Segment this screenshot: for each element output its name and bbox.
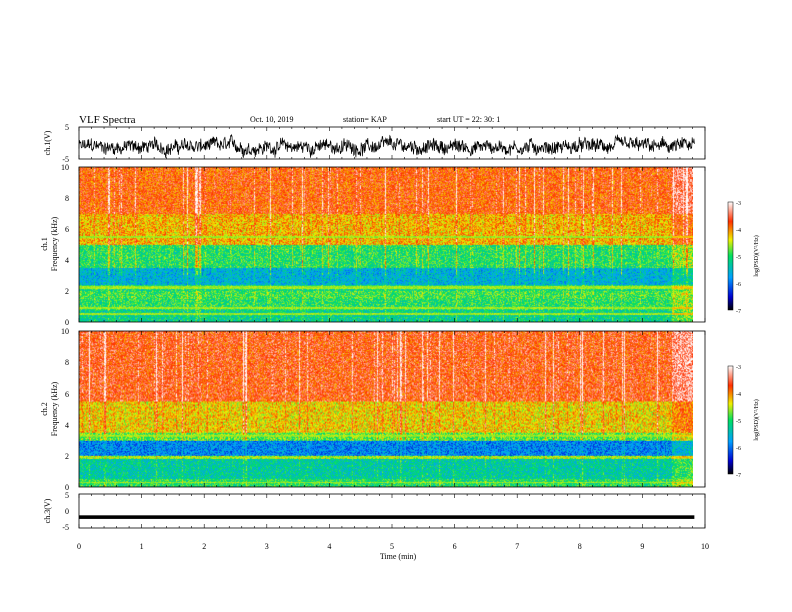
ch1-spectrogram-ylabel: ch.1 xyxy=(40,237,49,251)
ch2-spectrogram-panel: 0 2 4 6 8 10 ch.2 Frequency (kHz) xyxy=(40,327,706,492)
ch1-colorbar: -3 -4 -5 -6 -7 log(PSD)(V²/Hz) xyxy=(727,201,760,315)
ch2-colorbar-tick-neg6: -6 xyxy=(736,446,741,452)
xtick-9: 9 xyxy=(640,542,644,551)
xtick-4: 4 xyxy=(327,542,331,551)
xtick-7: 7 xyxy=(515,542,519,551)
axis-ticks xyxy=(78,127,706,528)
ch1-ytick-2: 2 xyxy=(65,287,69,296)
time-axis-ticklabels: 0 1 2 3 4 5 6 7 8 9 10 xyxy=(77,542,709,551)
ch2-colorbar-gradient xyxy=(727,365,734,475)
station-label: station= KAP xyxy=(343,115,387,124)
ch2-ytick-10: 10 xyxy=(61,327,69,336)
ch2-colorbar-tick-neg5: -5 xyxy=(736,419,741,425)
ch1-ytick-4: 4 xyxy=(65,256,69,265)
ch3-voltage-trace xyxy=(79,515,695,519)
ch1-voltage-ytick-bottom: -5 xyxy=(62,155,69,164)
ch1-colorbar-label: log(PSD)(V²/Hz) xyxy=(753,235,760,276)
date-label: Oct. 10, 2019 xyxy=(250,115,294,124)
ch2-ytick-8: 8 xyxy=(65,358,69,367)
ch2-colorbar-label: log(PSD)(V²/Hz) xyxy=(753,399,760,440)
ch2-ytick-4: 4 xyxy=(65,421,69,430)
ch1-spectrogram-yticks: 0 2 4 6 8 10 xyxy=(61,163,69,327)
ch1-ytick-8: 8 xyxy=(65,194,69,203)
time-axis-label: Time (min) xyxy=(380,552,417,561)
ch2-colorbar-tick-neg4: -4 xyxy=(736,392,741,398)
xtick-1: 1 xyxy=(140,542,144,551)
ch1-colorbar-tick-neg4: -4 xyxy=(736,228,741,234)
ch3-voltage-ylabel: ch.3(V) xyxy=(43,498,52,523)
ch1-voltage-trace xyxy=(78,133,695,158)
ch1-voltage-panel: 5 -5 ch.1(V) xyxy=(43,123,706,164)
xtick-2: 2 xyxy=(202,542,206,551)
start-time-label: start UT = 22: 30: 1 xyxy=(437,115,500,124)
ch2-colorbar-tick-neg3: -3 xyxy=(736,365,741,371)
ch1-colorbar-tick-neg6: -6 xyxy=(736,282,741,288)
xtick-5: 5 xyxy=(390,542,394,551)
ch2-spectrogram-yticks: 0 2 4 6 8 10 xyxy=(61,327,69,492)
ch2-spectrogram-ylabel-frequency: Frequency (kHz) xyxy=(50,381,59,436)
ch3-voltage-panel: 5 0 -5 ch.3(V) xyxy=(43,491,706,532)
ch1-colorbar-gradient xyxy=(727,201,734,311)
ch2-colorbar-tick-neg7: -7 xyxy=(736,473,741,479)
ch2-ytick-2: 2 xyxy=(65,452,69,461)
ch1-spectrogram-ylabel-frequency: Frequency (kHz) xyxy=(50,216,59,271)
ch1-ytick-10: 10 xyxy=(61,163,69,172)
ch1-voltage-ylabel: ch.1(V) xyxy=(43,130,52,155)
ch1-spectrogram-panel: 0 2 4 6 8 10 ch.1 Frequency (kHz) xyxy=(40,163,706,327)
ch2-colorbar: -3 -4 -5 -6 -7 log(PSD)(V²/Hz) xyxy=(727,365,760,479)
xtick-3: 3 xyxy=(265,542,269,551)
ch3-voltage-frame xyxy=(78,493,706,529)
figure-title: VLF Spectra xyxy=(79,114,136,126)
ch2-spectrogram-ylabel: ch.2 xyxy=(40,402,49,416)
ch3-ytick-0: 0 xyxy=(65,507,69,516)
ch3-ytick-5: 5 xyxy=(65,491,69,500)
ch1-colorbar-tick-neg5: -5 xyxy=(736,255,741,261)
xtick-6: 6 xyxy=(453,542,457,551)
ch1-spectrogram-heatmap xyxy=(79,167,693,322)
ch1-voltage-ytick-top: 5 xyxy=(65,123,69,132)
ch2-ytick-6: 6 xyxy=(65,390,69,399)
xtick-0: 0 xyxy=(77,542,81,551)
ch3-ytick-neg5: -5 xyxy=(62,523,69,532)
xtick-8: 8 xyxy=(578,542,582,551)
ch1-colorbar-tick-neg7: -7 xyxy=(736,309,741,315)
ch2-ytick-0: 0 xyxy=(65,483,69,492)
ch2-spectrogram-heatmap xyxy=(79,331,693,487)
xtick-10: 10 xyxy=(701,542,709,551)
ch1-ytick-6: 6 xyxy=(65,225,69,234)
ch1-colorbar-tick-neg3: -3 xyxy=(736,201,741,207)
ch1-ytick-0: 0 xyxy=(65,318,69,327)
